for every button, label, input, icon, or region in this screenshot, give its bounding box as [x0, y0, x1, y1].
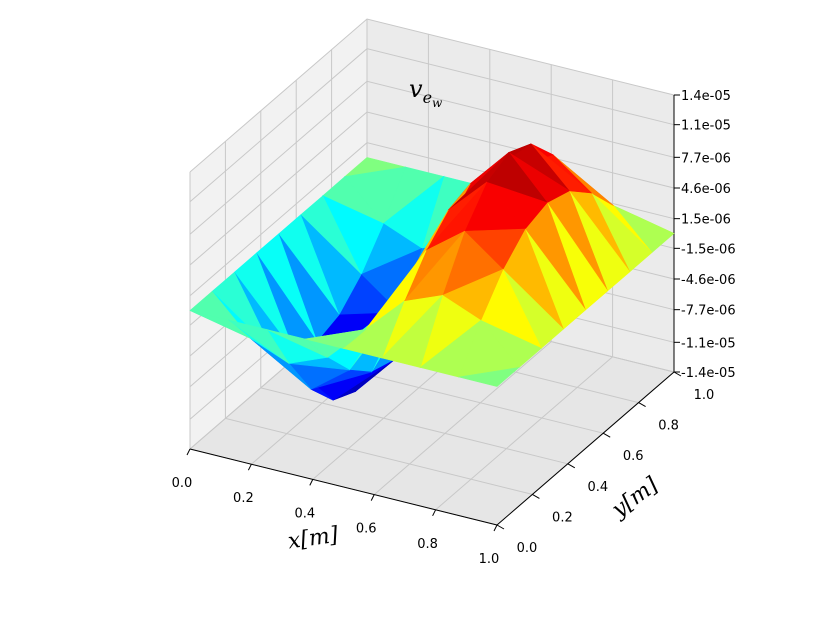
surface-facet — [305, 328, 367, 349]
z-tick-label: -1.4e-05 — [681, 366, 736, 381]
y-tick-mark — [496, 524, 505, 530]
z-tick-label: 1.4e-05 — [681, 89, 731, 104]
y-tick-label: 0.0 — [517, 541, 538, 556]
grid-line-z — [189, 48, 675, 203]
grid-line-z — [189, 111, 675, 266]
x-tick-mark — [493, 524, 498, 532]
z-tick-label: 7.7e-06 — [681, 151, 731, 166]
x-tick-mark — [309, 479, 314, 486]
z-tick-label: 1.1e-05 — [681, 119, 731, 134]
x-tick-label: 0.6 — [356, 522, 377, 537]
tick-labels: 0.0 0.2 0.4 0.6 0.8 1.0 0.0 0.2 0.4 0.6 0.8 1.0 -1.4… — [172, 89, 736, 567]
x-tick-mark — [432, 509, 437, 517]
grid-line-z — [189, 80, 675, 235]
z-tick-label: 4.6e-06 — [681, 182, 731, 197]
y-tick-label: 0.2 — [552, 510, 573, 525]
x-tick-label: 0.4 — [294, 506, 315, 521]
z-tick-label: -1.5e-06 — [681, 242, 736, 257]
surface-facet — [381, 295, 443, 368]
surface-facet — [458, 366, 521, 387]
y-tick-mark — [673, 371, 682, 377]
y-tick-label: 0.6 — [623, 449, 644, 464]
z-tick-label: -7.7e-06 — [681, 304, 736, 319]
y-tick-mark — [532, 493, 540, 499]
x-tick-mark — [186, 448, 191, 456]
y-tick-label: 1.0 — [694, 388, 715, 403]
x-tick-label: 0.2 — [233, 491, 254, 506]
y-tick-mark — [567, 463, 576, 469]
x-tick-label: 1.0 — [479, 552, 500, 567]
x-axis-line — [189, 448, 498, 526]
grid-line-z — [189, 18, 675, 173]
surface-mesh — [189, 143, 675, 401]
surface-facet — [189, 310, 251, 339]
y-tick-mark — [602, 432, 611, 438]
x-tick-mark — [247, 463, 252, 471]
y-tick-mark — [638, 402, 646, 408]
y-axis-label: y[m] — [607, 473, 664, 524]
x-axis-label: x[m] — [286, 523, 340, 555]
z-tick-label: 1.5e-06 — [681, 213, 731, 228]
y-axis-line — [496, 371, 675, 526]
x-tick-label: 0.0 — [172, 476, 193, 491]
chart-title: vew — [409, 75, 443, 110]
surface-facet — [228, 319, 290, 364]
y-tick-label: 0.8 — [658, 419, 679, 434]
surface-facet — [342, 300, 405, 359]
z-tick-label: -4.6e-06 — [681, 273, 736, 288]
y-tick-label: 0.4 — [587, 480, 608, 495]
x-tick-mark — [370, 494, 375, 501]
surface-facet — [266, 329, 328, 358]
z-tick-label: -1.1e-05 — [681, 336, 736, 351]
x-tick-label: 0.8 — [417, 537, 438, 552]
surface-facet — [419, 319, 482, 378]
